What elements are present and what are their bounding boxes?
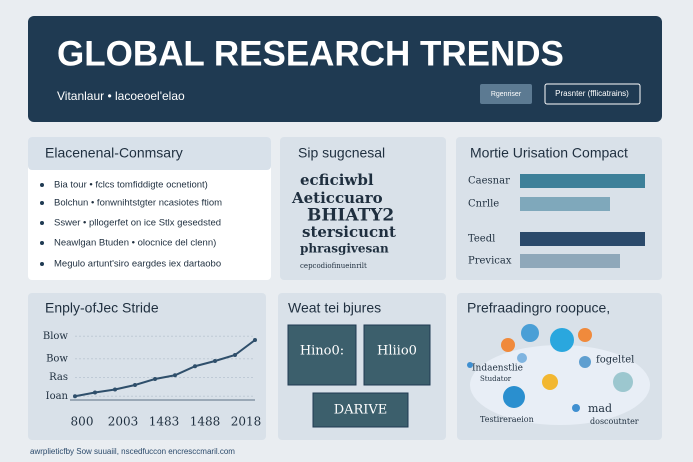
panel-title: Enply-ofJec Stride (45, 300, 159, 316)
bubble (503, 386, 525, 408)
bar (520, 174, 645, 188)
x-tick-label: 1483 (149, 415, 180, 429)
panel-title: Weat tei bjures (288, 300, 381, 316)
trend-line (74, 339, 256, 398)
bubble (501, 338, 515, 352)
node-label: Studator (480, 375, 512, 383)
bubble (579, 356, 591, 368)
node-label: Indaenstlie (472, 364, 523, 374)
bubble (550, 328, 574, 352)
point (213, 359, 217, 363)
bar-label: Cnrlle (468, 199, 499, 210)
point (193, 364, 197, 369)
keyword: phrasgivesan (300, 242, 389, 256)
y-tick-label: Blow (43, 331, 69, 342)
node-label: fogeltel (596, 355, 634, 366)
list-item: Neawlgan Btuden • olocnice del clenn) (54, 238, 216, 249)
bullet (40, 183, 44, 187)
list-item: Bolchun • fonwnihtstgter ncasiotes ftiom (54, 198, 222, 209)
point (133, 383, 137, 387)
tile (312, 392, 409, 428)
bubble (517, 353, 527, 363)
bullet (40, 221, 44, 225)
x-tick-label: 800 (71, 415, 94, 429)
tile-label: DARIVE (334, 403, 388, 418)
bar (520, 232, 645, 246)
point (113, 387, 117, 392)
bar-label: Caesnar (468, 176, 510, 187)
y-tick-label: Ras (49, 372, 68, 383)
panel-title: Sip sugcnesal (298, 145, 385, 161)
bullet (40, 262, 44, 266)
bubble (578, 328, 592, 342)
tile-label: Hino0: (300, 344, 344, 359)
bar (520, 254, 620, 268)
button[interactable] (544, 83, 641, 105)
list-item: Megulo artunt'siro eargdes iex dartaobo (54, 259, 221, 270)
tile-label: Hliio0 (377, 344, 417, 359)
tile (363, 324, 431, 386)
y-tick-label: Bow (46, 353, 68, 364)
panel-title: Elacenenal-Conmsary (45, 145, 183, 161)
button-label[interactable]: Prasnter (fflicatrains) (555, 89, 629, 98)
bar (520, 197, 610, 211)
keyword: BHIATY2 (307, 206, 394, 226)
x-tick-label: 2003 (108, 415, 139, 429)
x-tick-label: 1488 (190, 415, 221, 429)
bubble (467, 362, 473, 368)
x-tick-label: 2018 (231, 415, 262, 429)
panel (28, 137, 271, 280)
node-label: mad (588, 402, 612, 415)
list-item: Sswer • pllogerfet on ice Stlx gesedsted (54, 218, 221, 229)
panel-title: Mortie Urisation Compact (470, 145, 628, 161)
tile (287, 324, 357, 386)
node-label: Testireraeion (480, 415, 534, 424)
panel (28, 293, 266, 440)
bubble (572, 404, 580, 412)
point (73, 394, 77, 399)
header-subtitle: Vitanlaur • lacoeoel'elao (57, 89, 185, 103)
button-label[interactable]: Rgenriser (491, 91, 522, 98)
bubble (521, 324, 539, 342)
bar-label: Previcax (468, 256, 512, 267)
bullet (40, 201, 44, 205)
y-tick-label: Ioan (46, 391, 69, 402)
point (173, 373, 177, 378)
panel-header (28, 137, 271, 170)
keyword: stersicucnt (302, 223, 396, 241)
bubble (542, 374, 558, 390)
point (153, 377, 157, 381)
button[interactable] (480, 84, 532, 104)
point (93, 390, 97, 395)
panel (280, 137, 446, 280)
keyword: cepcodiofinueinrilt (300, 262, 367, 270)
panel-title: Prefraadingro roopuce, (467, 300, 610, 316)
bullet (40, 241, 44, 245)
keyword: ecficiwbl (300, 171, 374, 189)
point (253, 338, 257, 342)
list-item: Bia tour • fclcs tomfiddigte ocnetiont) (54, 180, 208, 191)
footer: awrplieticfby Sow suuaiil, nscedfuccon e… (30, 447, 235, 456)
bar-label: Teedl (468, 234, 495, 245)
node-label: doscoutnter (590, 417, 639, 426)
bubble (613, 372, 633, 392)
header-title: GLOBAL RESEARCH TRENDS (57, 34, 564, 73)
keyword: Aeticcuaro (291, 189, 383, 207)
point (233, 353, 237, 357)
